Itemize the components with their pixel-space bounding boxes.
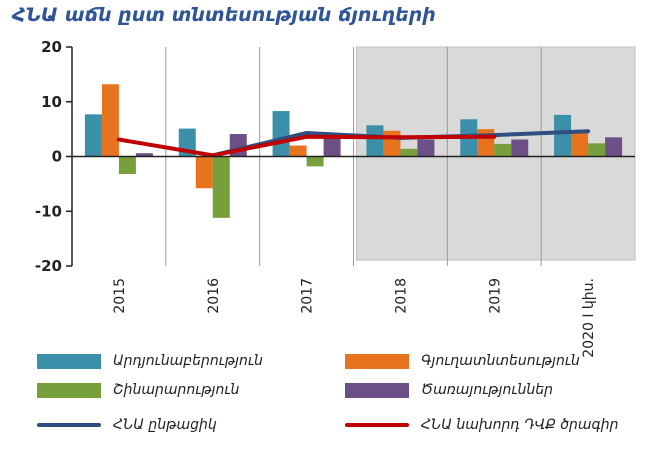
bar [511, 139, 529, 157]
bar [323, 137, 341, 157]
legend-label: Գյուղատնտեսություն [421, 353, 580, 369]
x-tick-label: 2016 [206, 278, 222, 314]
bar [272, 111, 290, 157]
bar [212, 156, 230, 218]
legend-swatch [37, 382, 101, 398]
bar [366, 125, 384, 157]
bar [135, 153, 153, 157]
bar [605, 137, 623, 157]
legend-item: Արդյունաբերություն [37, 353, 263, 369]
x-tick-label: 2017 [300, 278, 316, 314]
series-line [116, 134, 497, 158]
bar [554, 114, 572, 157]
y-tick-label: 20 [41, 38, 62, 56]
bar [84, 114, 102, 157]
legend-swatch [37, 353, 101, 369]
y-tick-label: -10 [35, 202, 62, 220]
x-tick-label: 2019 [487, 278, 503, 314]
legend-swatch [37, 423, 101, 427]
bar [101, 84, 119, 157]
chart-title: ՀՆԱ աճն ըստ տնտեսության ճյուղերի [12, 4, 436, 26]
legend-label: ՀՆԱ նախորդ ԴՎՔ ծրագիր [421, 417, 619, 433]
bar [400, 148, 418, 157]
bar [417, 139, 435, 157]
legend-item: Ծառայություններ [345, 382, 553, 398]
axes: 20 10 0 -10 -20 2015 2016 2017 2018 2019 2020 I կի… [35, 38, 635, 358]
y-tick-label: 10 [41, 93, 62, 111]
bar [289, 145, 307, 157]
bar [118, 156, 136, 175]
x-tick-label: 2020 I կիս. [581, 278, 597, 358]
legend-swatch [345, 353, 409, 369]
legend-label: ՀՆԱ ընթացիկ [113, 417, 217, 433]
legend-swatch [345, 423, 409, 427]
legend-item: Շինարարություն [37, 382, 239, 398]
y-tick-label: -20 [35, 257, 62, 275]
legend-swatch [345, 382, 409, 398]
legend-label: Շինարարություն [113, 382, 240, 398]
legend-item: Գյուղատնտեսություն [345, 353, 580, 369]
bar [306, 156, 324, 167]
legend-item: ՀՆԱ նախորդ ԴՎՔ ծրագիր [345, 417, 618, 433]
legend-label: Արդյունաբերություն [113, 353, 263, 369]
legend-label: Ծառայություններ [421, 382, 553, 398]
lines [116, 129, 591, 158]
legend-item: ՀՆԱ ընթացիկ [37, 417, 217, 433]
bar [571, 132, 589, 157]
bar [494, 143, 512, 157]
x-tick-label: 2015 [112, 278, 128, 314]
bar [195, 156, 213, 189]
x-tick-label: 2018 [393, 278, 409, 314]
y-tick-label: 0 [52, 148, 62, 166]
bar [588, 143, 606, 157]
